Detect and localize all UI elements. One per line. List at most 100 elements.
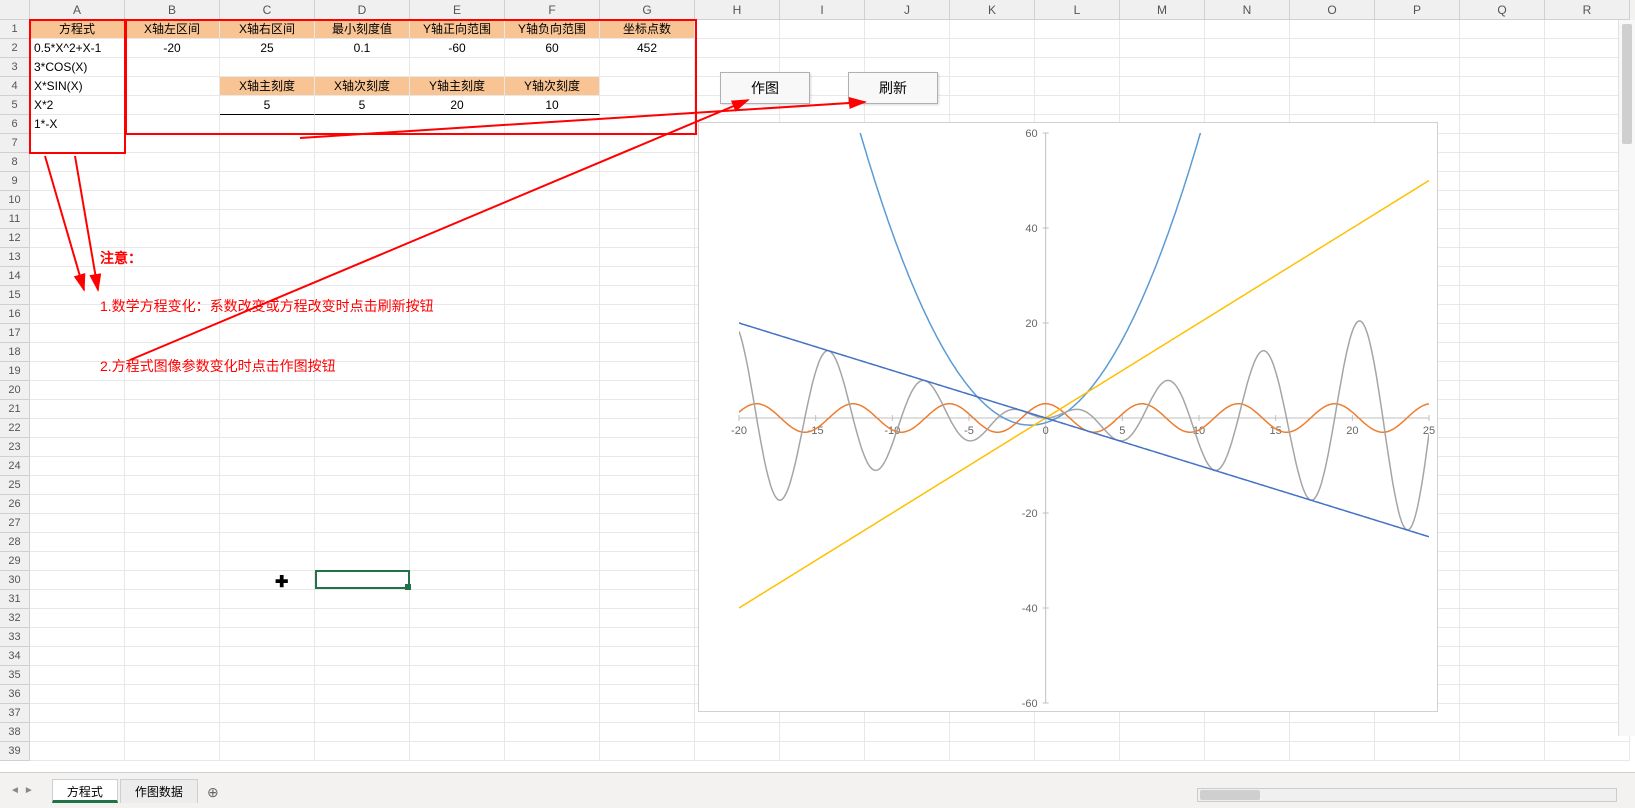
cell-F2[interactable]: 60	[505, 39, 600, 58]
cell-B1[interactable]: X轴左区间	[125, 20, 220, 39]
row-header-34[interactable]: 34	[0, 647, 30, 666]
cell-C2[interactable]: 25	[220, 39, 315, 58]
row-header-18[interactable]: 18	[0, 343, 30, 362]
row-header-17[interactable]: 17	[0, 324, 30, 343]
cell-E4[interactable]: Y轴主刻度	[410, 77, 505, 96]
cell-E2[interactable]: -60	[410, 39, 505, 58]
row-header-39[interactable]: 39	[0, 742, 30, 761]
row-header-9[interactable]: 9	[0, 172, 30, 191]
col-header-N[interactable]: N	[1205, 0, 1290, 20]
col-header-P[interactable]: P	[1375, 0, 1460, 20]
vertical-scrollbar-thumb[interactable]	[1622, 24, 1632, 144]
cell-G2[interactable]: 452	[600, 39, 695, 58]
refresh-button[interactable]: 刷新	[848, 72, 938, 104]
cell-A2[interactable]: 0.5*X^2+X-1	[30, 39, 125, 58]
cell-A3[interactable]: 3*COS(X)	[30, 58, 125, 77]
svg-text:-20: -20	[1022, 508, 1038, 520]
row-header-26[interactable]: 26	[0, 495, 30, 514]
tab-plot-data[interactable]: 作图数据	[120, 779, 198, 803]
cell-A4[interactable]: X*SIN(X)	[30, 77, 125, 96]
tab-nav-buttons[interactable]: ◄ ►	[0, 785, 44, 796]
row-header-35[interactable]: 35	[0, 666, 30, 685]
col-header-H[interactable]: H	[695, 0, 780, 20]
col-header-B[interactable]: B	[125, 0, 220, 20]
row-header-13[interactable]: 13	[0, 248, 30, 267]
col-header-C[interactable]: C	[220, 0, 315, 20]
row-header-33[interactable]: 33	[0, 628, 30, 647]
select-all-corner[interactable]	[0, 0, 30, 20]
row-header-20[interactable]: 20	[0, 381, 30, 400]
cell-A5[interactable]: X*2	[30, 96, 125, 115]
col-header-I[interactable]: I	[780, 0, 865, 20]
cell-F1[interactable]: Y轴负向范围	[505, 20, 600, 39]
tab-nav-next-icon[interactable]: ►	[24, 785, 34, 796]
col-header-Q[interactable]: Q	[1460, 0, 1545, 20]
col-header-K[interactable]: K	[950, 0, 1035, 20]
vertical-scrollbar[interactable]	[1618, 20, 1635, 736]
cell-D5[interactable]: 5	[315, 96, 410, 115]
tab-equations[interactable]: 方程式	[52, 779, 118, 803]
row-header-15[interactable]: 15	[0, 286, 30, 305]
horizontal-scrollbar[interactable]	[1197, 788, 1617, 802]
cell-F4[interactable]: Y轴次刻度	[505, 77, 600, 96]
col-header-O[interactable]: O	[1290, 0, 1375, 20]
row-header-38[interactable]: 38	[0, 723, 30, 742]
row-header-5[interactable]: 5	[0, 96, 30, 115]
col-header-D[interactable]: D	[315, 0, 410, 20]
row-header-23[interactable]: 23	[0, 438, 30, 457]
cell-A6[interactable]: 1*-X	[30, 115, 125, 134]
row-header-32[interactable]: 32	[0, 609, 30, 628]
row-header-25[interactable]: 25	[0, 476, 30, 495]
tab-nav-prev-icon[interactable]: ◄	[10, 785, 20, 796]
cell-F5[interactable]: 10	[505, 96, 600, 115]
cell-D1[interactable]: 最小刻度值	[315, 20, 410, 39]
cell-G1[interactable]: 坐标点数	[600, 20, 695, 39]
cell-D2[interactable]: 0.1	[315, 39, 410, 58]
add-sheet-button[interactable]: ⊕	[200, 779, 226, 803]
row-header-12[interactable]: 12	[0, 229, 30, 248]
col-header-A[interactable]: A	[30, 0, 125, 20]
cell-C4[interactable]: X轴主刻度	[220, 77, 315, 96]
cell-D4[interactable]: X轴次刻度	[315, 77, 410, 96]
col-header-M[interactable]: M	[1120, 0, 1205, 20]
row-header-8[interactable]: 8	[0, 153, 30, 172]
row-header-7[interactable]: 7	[0, 134, 30, 153]
row-header-22[interactable]: 22	[0, 419, 30, 438]
equation-chart[interactable]: -20-15-10-50510152025-60-40-20204060	[698, 122, 1438, 712]
cell-A1[interactable]: 方程式	[30, 20, 125, 39]
row-header-11[interactable]: 11	[0, 210, 30, 229]
row-header-6[interactable]: 6	[0, 115, 30, 134]
cell-E1[interactable]: Y轴正向范围	[410, 20, 505, 39]
row-header-36[interactable]: 36	[0, 685, 30, 704]
cell-B2[interactable]: -20	[125, 39, 220, 58]
row-header-10[interactable]: 10	[0, 191, 30, 210]
col-header-J[interactable]: J	[865, 0, 950, 20]
row-header-16[interactable]: 16	[0, 305, 30, 324]
plot-button[interactable]: 作图	[720, 72, 810, 104]
cell-E5[interactable]: 20	[410, 96, 505, 115]
col-header-F[interactable]: F	[505, 0, 600, 20]
cell-C5[interactable]: 5	[220, 96, 315, 115]
row-header-29[interactable]: 29	[0, 552, 30, 571]
row-header-21[interactable]: 21	[0, 400, 30, 419]
row-header-27[interactable]: 27	[0, 514, 30, 533]
col-header-R[interactable]: R	[1545, 0, 1630, 20]
col-header-E[interactable]: E	[410, 0, 505, 20]
row-header-31[interactable]: 31	[0, 590, 30, 609]
row-header-14[interactable]: 14	[0, 267, 30, 286]
column-headers: ABCDEFGHIJKLMNOPQR	[0, 0, 1635, 20]
col-header-L[interactable]: L	[1035, 0, 1120, 20]
worksheet-grid[interactable]: ABCDEFGHIJKLMNOPQR 123456789101112131415…	[0, 0, 1635, 772]
row-header-4[interactable]: 4	[0, 77, 30, 96]
row-header-2[interactable]: 2	[0, 39, 30, 58]
row-header-28[interactable]: 28	[0, 533, 30, 552]
cell-C1[interactable]: X轴右区间	[220, 20, 315, 39]
col-header-G[interactable]: G	[600, 0, 695, 20]
row-header-1[interactable]: 1	[0, 20, 30, 39]
row-header-19[interactable]: 19	[0, 362, 30, 381]
horizontal-scrollbar-thumb[interactable]	[1200, 790, 1260, 800]
row-header-24[interactable]: 24	[0, 457, 30, 476]
row-header-37[interactable]: 37	[0, 704, 30, 723]
row-header-3[interactable]: 3	[0, 58, 30, 77]
row-header-30[interactable]: 30	[0, 571, 30, 590]
